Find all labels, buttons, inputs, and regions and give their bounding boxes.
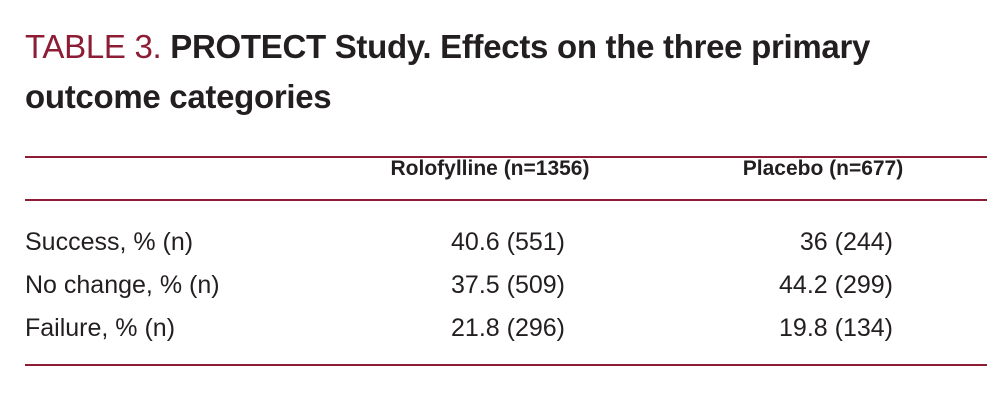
column-header: Rolofylline (n=1356) (390, 157, 590, 180)
data-cell: 37.5 (509) (451, 271, 565, 299)
data-cell: 44.2 (299) (779, 271, 893, 299)
data-cell: 36 (244) (799, 228, 893, 256)
title: TABLE 3. PROTECT Study. Effects on the t… (25, 22, 925, 122)
rule (25, 156, 987, 158)
data-cell: 21.8 (296) (451, 314, 565, 342)
row-label: Success, % (n) (25, 228, 194, 256)
table-title: PROTECT Study. Effects on the three prim… (25, 28, 871, 115)
data-cell: 19.8 (134) (779, 314, 893, 342)
column-header: Placebo (n=677) (742, 157, 904, 180)
rule (25, 199, 987, 201)
table-label: TABLE 3. (25, 28, 162, 65)
data-cell: 40.6 (551) (451, 228, 565, 256)
row-label: No change, % (n) (25, 271, 220, 299)
rule (25, 364, 987, 366)
row-label: Failure, % (n) (25, 314, 176, 342)
